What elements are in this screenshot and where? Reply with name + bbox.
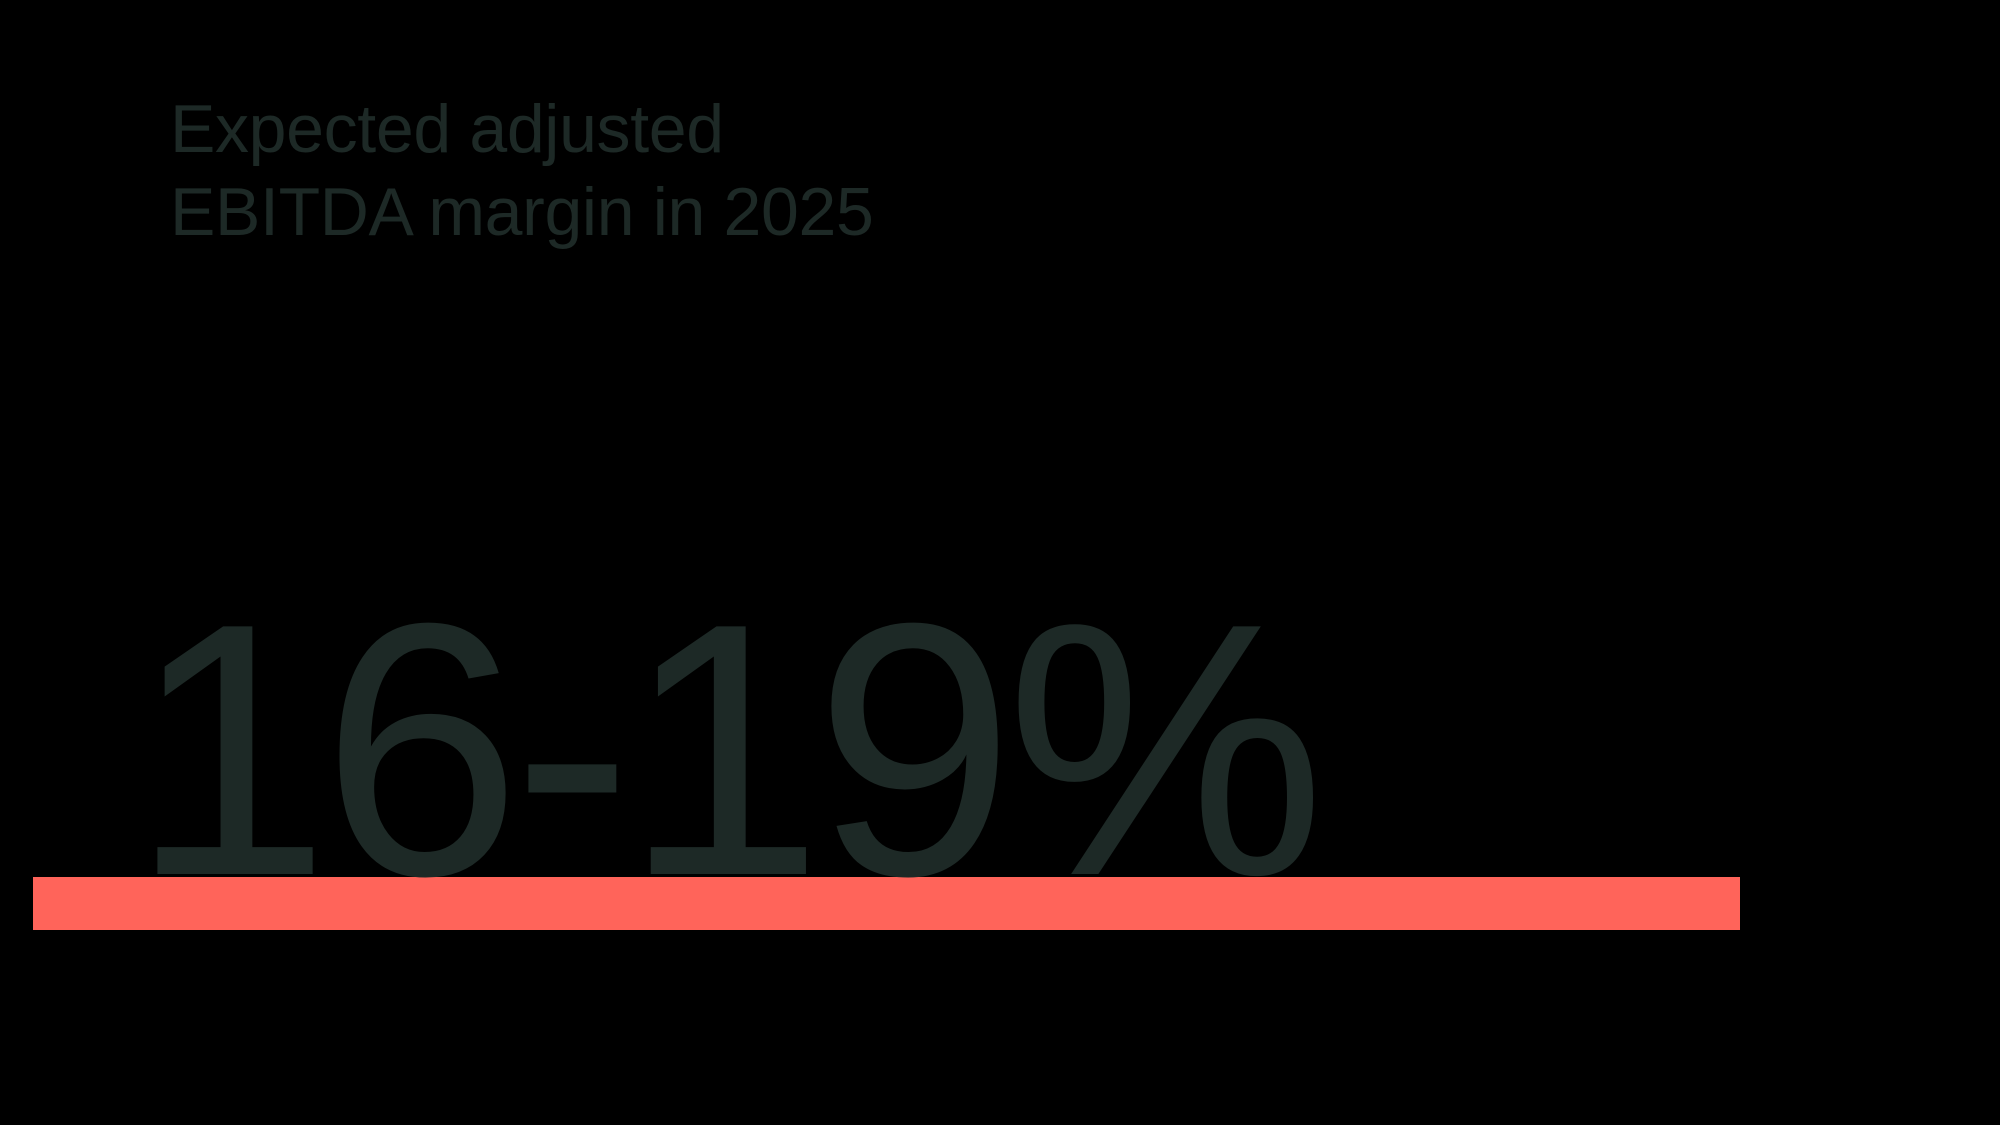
stat-title-line-2: EBITDA margin in 2025	[170, 174, 874, 250]
stat-value: 16-19%	[130, 549, 1326, 951]
stat-title: Expected adjusted EBITDA margin in 2025	[170, 88, 874, 254]
accent-underline-bar	[33, 877, 1740, 930]
stat-title-line-1: Expected adjusted	[170, 91, 724, 167]
